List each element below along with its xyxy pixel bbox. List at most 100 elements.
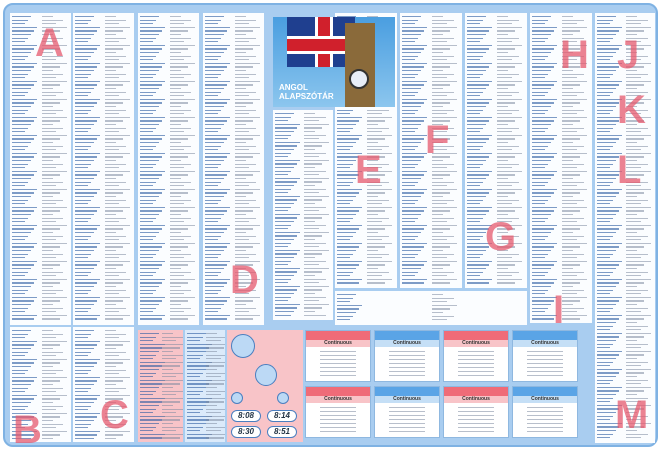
conjugation-row (527, 371, 563, 373)
entry-translation (234, 264, 253, 266)
entry-headword (337, 315, 354, 317)
entry-translation (234, 44, 260, 46)
entry-headword (275, 167, 294, 169)
entry-translation (104, 98, 130, 100)
entry-translation (41, 264, 60, 266)
entry-translation (432, 127, 454, 129)
entry-translation (161, 437, 180, 439)
entry-translation (562, 307, 584, 309)
entry-headword (337, 308, 359, 310)
entry-headword (532, 102, 554, 104)
entry-headword (12, 268, 31, 270)
entry-headword (275, 199, 297, 201)
entry-headword (597, 350, 622, 352)
entry-headword (337, 235, 354, 237)
tense-subheader: Continuous (375, 396, 439, 403)
entry-headword (597, 34, 616, 36)
entry-translation (626, 156, 645, 158)
entry-translation (169, 127, 192, 129)
conjugation-row (458, 359, 494, 361)
entry-headword (467, 214, 486, 216)
entry-headword (140, 365, 162, 367)
entry-headword (75, 384, 94, 386)
entry-headword (75, 402, 94, 404)
entry-translation (626, 73, 648, 75)
entry-translation (169, 217, 192, 219)
entry-translation (626, 192, 645, 194)
entry-translation (41, 423, 64, 425)
entry-headword (597, 181, 614, 183)
entry-headword (337, 192, 359, 194)
entry-translation (234, 199, 257, 201)
entry-headword (205, 210, 227, 212)
entry-translation (626, 206, 652, 208)
entry-headword (140, 408, 157, 410)
entry-headword (597, 62, 622, 64)
entry-translation (432, 48, 451, 50)
entry-headword (12, 152, 37, 154)
entry-translation (497, 221, 512, 223)
entry-translation (432, 242, 458, 244)
entry-translation (41, 311, 57, 313)
entry-translation (104, 330, 116, 332)
entry-translation (104, 59, 120, 61)
entry-headword (337, 142, 356, 144)
entry-translation (304, 264, 319, 266)
entry-headword (12, 52, 31, 54)
entry-headword (467, 282, 489, 284)
entry-translation (104, 124, 116, 126)
entry-headword (275, 152, 292, 154)
entry-headword (140, 343, 165, 345)
entry-headword (467, 210, 489, 212)
entry-headword (597, 149, 611, 151)
entry-translation (234, 163, 257, 165)
entry-headword (532, 268, 551, 270)
entry-translation (562, 250, 573, 252)
entry-headword (140, 253, 157, 255)
entry-translation (497, 246, 516, 248)
entry-translation (432, 196, 443, 198)
entry-translation (104, 160, 116, 162)
entry-translation (104, 348, 116, 350)
entry-headword (75, 286, 94, 288)
entry-translation (104, 293, 120, 295)
entry-translation (104, 152, 130, 154)
entry-translation (169, 109, 192, 111)
entry-headword (532, 228, 554, 230)
entry-translation (626, 124, 637, 126)
entry-translation (41, 333, 64, 335)
entry-headword (532, 185, 546, 187)
entry-headword (140, 66, 162, 68)
entry-headword (402, 80, 427, 82)
entry-translation (497, 134, 523, 136)
entry-translation (41, 304, 53, 306)
conjugation-row (320, 355, 356, 357)
entry-translation (497, 282, 516, 284)
entry-headword (597, 91, 614, 93)
entry-headword (75, 296, 100, 298)
entry-headword (532, 62, 557, 64)
entry-translation (41, 91, 64, 93)
entry-headword (140, 34, 159, 36)
entry-translation (234, 134, 260, 136)
entry-headword (12, 26, 37, 28)
entry-translation (562, 196, 573, 198)
entry-translation (234, 116, 260, 118)
entry-translation (41, 318, 60, 320)
entry-headword (532, 203, 546, 205)
entry-headword (75, 26, 100, 28)
entry-headword (12, 98, 37, 100)
entry-translation (161, 412, 177, 414)
entry-headword (140, 163, 157, 165)
entry-headword (467, 48, 489, 50)
entry-headword (467, 167, 481, 169)
entry-headword (275, 156, 289, 158)
entry-headword (532, 120, 554, 122)
entry-translation (626, 221, 641, 223)
entry-headword (337, 312, 356, 314)
entry-translation (497, 228, 516, 230)
entry-headword (532, 196, 551, 198)
tense-table: Continuous (512, 386, 578, 438)
entry-headword (75, 19, 92, 21)
entry-translation (234, 52, 246, 54)
